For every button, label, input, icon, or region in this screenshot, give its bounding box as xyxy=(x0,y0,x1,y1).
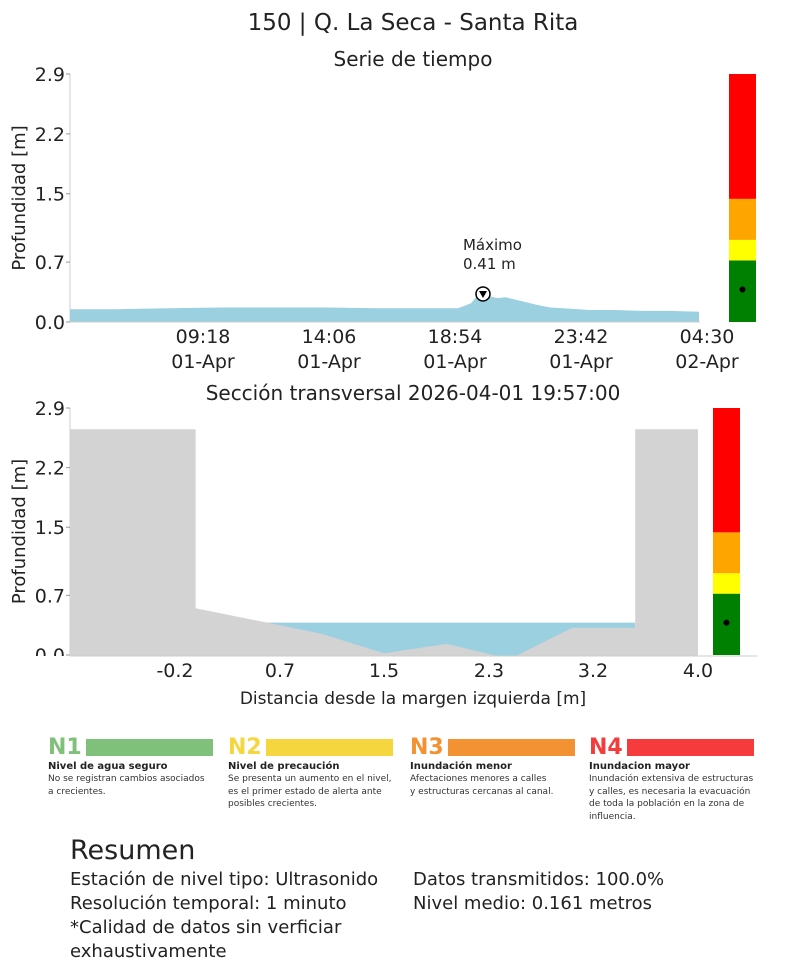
x-tick-date-label: 01-Apr xyxy=(297,351,361,373)
x-tick-label: 4.0 xyxy=(683,660,713,682)
x-axis-label: Distancia desde la margen izquierda [m] xyxy=(240,689,586,709)
main-title: 150 | Q. La Seca - Santa Rita xyxy=(248,10,579,36)
cross-section-plot: Sección transversal 2026-04-01 19:57:00 0… xyxy=(0,381,757,709)
x-tick-time-label: 23:42 xyxy=(554,326,609,348)
summary-line: exhaustivamente xyxy=(70,941,227,962)
summary-line: Resolución temporal: 1 minuto xyxy=(70,893,347,914)
summary-heading: Resumen xyxy=(70,835,196,866)
time-series-plot: Serie de tiempo 0.0 0.7 1.5 2.2 2.9 Profundida… xyxy=(9,47,756,373)
legend-name: Inundacion mayor xyxy=(589,761,690,772)
ground-profile xyxy=(70,429,698,659)
x-tick-label: 2.3 xyxy=(474,660,504,682)
axis-mask xyxy=(0,656,712,666)
level-bar-segment-3 xyxy=(729,198,756,240)
summary-right-column: Datos transmitidos: 100.0% Nivel medio: … xyxy=(413,868,664,964)
x-tick-label: 1.5 xyxy=(369,660,399,682)
summary-line: Datos transmitidos: 100.0% xyxy=(413,869,665,890)
level-bar-segment-3 xyxy=(713,532,740,574)
y-tick-label: 2.9 xyxy=(35,398,65,420)
level-bar-segment-2 xyxy=(729,239,756,261)
legend-name: Inundación menor xyxy=(410,761,512,772)
legend-code: N2 xyxy=(228,734,262,760)
legend-color-bar xyxy=(85,738,213,756)
x-tick-label: -0.2 xyxy=(156,660,193,682)
legend-code: N1 xyxy=(48,734,82,760)
x-tick-date-label: 01-Apr xyxy=(423,351,487,373)
legend-description: Afectaciones menores a calles y estructu… xyxy=(410,774,554,797)
y-tick-label: 1.5 xyxy=(35,184,65,206)
summary-line: Estación de nivel tipo: Ultrasonido xyxy=(70,869,379,890)
summary-line: *Calidad de datos sin verficiar xyxy=(70,917,342,938)
depth-area-series xyxy=(70,286,699,322)
summary-line: Nivel medio: 0.161 metros xyxy=(413,893,653,914)
cross-section-title: Sección transversal 2026-04-01 19:57:00 xyxy=(206,381,621,405)
y-tick-label: 0.7 xyxy=(35,252,65,274)
legend-code: N3 xyxy=(410,734,444,760)
current-level-dot xyxy=(723,619,730,626)
x-tick-time-label: 14:06 xyxy=(302,326,357,348)
level-bar-segment-4 xyxy=(729,74,756,199)
chart-canvas: 150 | Q. La Seca - Santa Rita Serie de t… xyxy=(0,10,757,709)
y-tick-label: 2.9 xyxy=(35,64,65,86)
summary-section: Resumen Estación de nivel tipo: Ultrason… xyxy=(70,834,790,964)
level-bar-segment-2 xyxy=(713,573,740,594)
y-tick-label: 2.2 xyxy=(35,458,65,480)
current-level-dot xyxy=(739,286,746,293)
legend-name: Nivel de agua seguro xyxy=(48,761,168,772)
x-tick-time-label: 09:18 xyxy=(176,326,231,348)
x-tick-date-label: 02-Apr xyxy=(675,351,739,373)
legend-level-n1: N1 Nivel de agua seguro No se registran … xyxy=(48,735,213,798)
y-tick-label: 0.7 xyxy=(35,585,65,607)
y-tick-label: 1.5 xyxy=(35,517,65,539)
legend-color-bar xyxy=(265,738,393,756)
legend-level-n2: N2 Nivel de precaución Se presenta un au… xyxy=(228,735,393,811)
legend-name: Nivel de precaución xyxy=(228,761,340,772)
x-tick-label: 3.2 xyxy=(578,660,608,682)
legend-description: No se registran cambios asociados a crec… xyxy=(48,774,205,797)
summary-left-column: Estación de nivel tipo: Ultrasonido Reso… xyxy=(70,868,413,964)
x-tick-time-label: 18:54 xyxy=(428,326,483,348)
legend-color-bar xyxy=(626,738,754,756)
maximum-marker-triangle xyxy=(478,290,487,298)
legend-description: Inundación extensiva de estructuras y ca… xyxy=(589,774,754,822)
maximum-value: 0.41 m xyxy=(463,255,516,273)
y-tick-label: 0.0 xyxy=(35,312,65,334)
x-tick-label: 0.7 xyxy=(265,660,295,682)
legend-code: N4 xyxy=(589,734,623,760)
alert-level-legend: N1 Nivel de agua seguro No se registran … xyxy=(48,735,758,830)
legend-color-bar xyxy=(447,738,575,756)
legend-level-n3: N3 Inundación menor Afectaciones menores… xyxy=(410,735,575,798)
time-series-title: Serie de tiempo xyxy=(334,47,493,71)
y-axis-label: Profundidad [m] xyxy=(9,459,30,604)
maximum-label: Máximo xyxy=(463,236,522,254)
x-tick-date-label: 01-Apr xyxy=(549,351,613,373)
x-tick-time-label: 04:30 xyxy=(680,326,735,348)
y-axis-label: Profundidad [m] xyxy=(9,125,30,270)
x-tick-date-label: 01-Apr xyxy=(171,351,235,373)
legend-level-n4: N4 Inundacion mayor Inundación extensiva… xyxy=(589,735,754,823)
level-bar-segment-4 xyxy=(713,408,740,533)
y-tick-label: 2.2 xyxy=(35,124,65,146)
legend-description: Se presenta un aumento en el nivel, es e… xyxy=(228,774,392,809)
